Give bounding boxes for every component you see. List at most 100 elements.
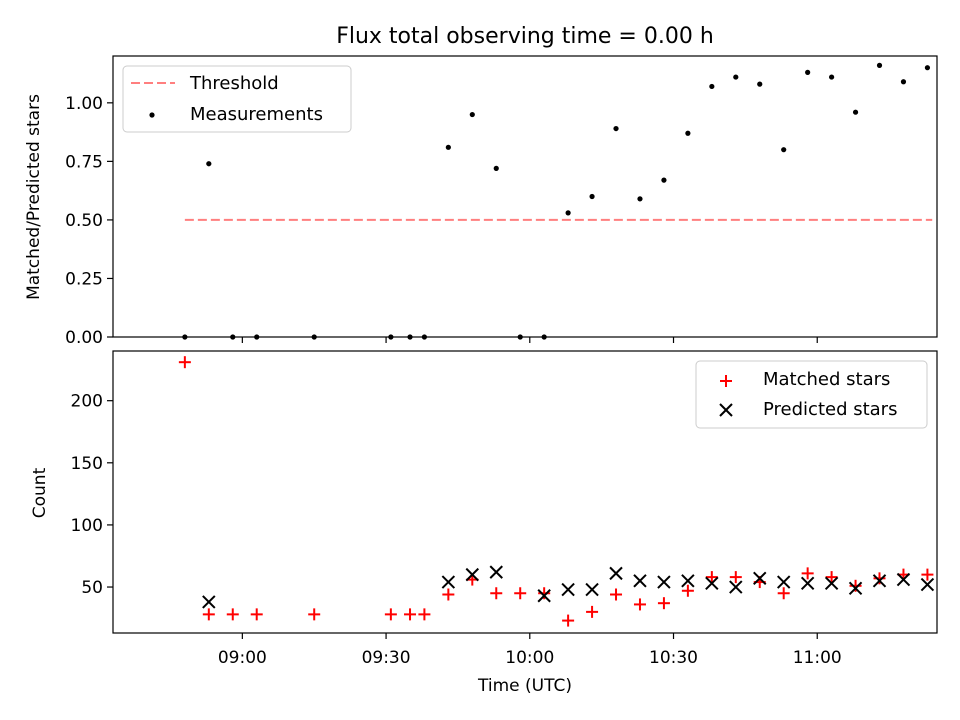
legend-predicted-label: Predicted stars — [763, 399, 897, 420]
x-tick-label: 09:30 — [362, 648, 411, 668]
measurement-point — [589, 193, 595, 200]
predicted-star-point — [537, 589, 551, 603]
matched-star-point — [729, 571, 742, 584]
measurement-point — [709, 83, 715, 90]
x-axis-label: Time (UTC) — [477, 676, 572, 696]
predicted-star-point — [824, 576, 839, 591]
legend-measurements-label: Measurements — [190, 104, 323, 125]
bottom-x-ticks: 09:00 09:30 10:00 10:30 11:00 — [218, 633, 842, 668]
matched-star-point — [705, 571, 718, 584]
top-panel: 0.00 0.25 0.50 0.75 1.00 Matched/Predicted s… — [24, 55, 938, 348]
matched-star-point — [308, 608, 321, 621]
matched-star-point — [849, 579, 862, 592]
x-tick-label: 11:00 — [793, 648, 842, 668]
predicted-star-point — [681, 574, 695, 588]
predicted-star-point — [872, 574, 887, 588]
predicted-star-point — [776, 575, 791, 589]
legend-matched-swatch — [720, 375, 732, 387]
bottom-panel: 50 100 150 200 09:00 09:30 10:00 10:30 11:00 Co… — [30, 350, 938, 696]
bottom-y-tick-label: 150 — [71, 454, 103, 474]
x-tick-label: 10:00 — [505, 648, 554, 668]
measurement-point — [876, 62, 883, 68]
predicted-star-point — [896, 572, 911, 587]
matched-star-point — [404, 608, 417, 621]
measurement-point — [469, 111, 475, 118]
matched-star-point — [633, 598, 646, 611]
top-y-tick-label: 1.00 — [65, 94, 103, 114]
predicted-star-point — [800, 576, 815, 591]
top-axes-frame — [112, 55, 938, 338]
bottom-y-tick-label: 200 — [71, 392, 103, 412]
bottom-y-axis-label: Count — [30, 467, 50, 518]
top-y-tick-label: 0.50 — [65, 211, 103, 231]
legend-predicted-swatch — [719, 403, 733, 417]
measurement-point — [829, 74, 835, 80]
measurement-point — [565, 210, 571, 216]
measurement-point — [637, 196, 643, 202]
bottom-legend: Matched stars Predicted stars — [695, 360, 928, 429]
matched-star-point — [514, 587, 527, 600]
legend-measurements-swatch — [149, 112, 155, 118]
chart-title: Flux total observing time = 0.00 h — [336, 24, 714, 49]
top-y-tick-label: 0.00 — [65, 328, 103, 348]
matched-star-point — [418, 608, 431, 621]
predicted-star-point — [441, 575, 456, 589]
matched-star-point — [825, 571, 838, 584]
measurement-point — [733, 74, 739, 80]
top-y-ticks: 0.00 0.25 0.50 0.75 1.00 — [65, 94, 113, 348]
measurement-point — [805, 69, 811, 75]
measurement-point — [206, 161, 212, 167]
top-y-tick-label: 0.75 — [65, 152, 103, 172]
measurement-point — [924, 65, 931, 71]
matched-star-point — [562, 614, 575, 627]
measurement-point — [613, 125, 619, 132]
matched-star-point — [250, 608, 263, 621]
predicted-star-point — [657, 575, 671, 589]
predicted-star-point — [705, 576, 719, 591]
x-tick-label: 10:30 — [649, 648, 698, 668]
matched-star-point — [178, 356, 191, 369]
matched-star-point — [777, 587, 790, 600]
predicted-star-point — [729, 580, 743, 594]
top-y-axis-label: Matched/Predicted stars — [24, 94, 44, 300]
matched-star-point — [586, 605, 599, 618]
measurement-point — [781, 147, 787, 153]
matched-star-point — [202, 608, 215, 621]
matched-star-point — [610, 588, 623, 601]
predicted-star-point — [489, 565, 503, 579]
top-x-ticks — [241, 337, 818, 343]
bottom-y-tick-label: 50 — [81, 578, 103, 598]
measurement-point — [445, 144, 451, 150]
matched-star-point — [873, 572, 886, 585]
matched-star-point — [538, 587, 551, 600]
predicted-star-point — [848, 581, 863, 595]
legend-matched-label: Matched stars — [763, 369, 890, 390]
matched-star-point — [226, 608, 239, 621]
top-y-tick-label: 0.25 — [65, 269, 103, 289]
matched-star-point — [442, 588, 455, 601]
matched-star-point — [801, 567, 814, 580]
matched-star-point — [657, 597, 670, 610]
matched-star-point — [490, 587, 503, 600]
predicted-star-point — [561, 582, 575, 597]
predicted-star-point — [753, 571, 767, 586]
predicted-star-point — [609, 566, 623, 581]
predicted-star-point — [920, 577, 935, 592]
predicted-star-point — [465, 567, 480, 582]
legend-threshold-label: Threshold — [189, 73, 279, 94]
top-marks — [182, 62, 933, 340]
matched-star-point — [681, 584, 694, 597]
matched-star-point — [384, 608, 397, 621]
predicted-star-point — [633, 574, 647, 588]
predicted-star-point — [202, 595, 216, 609]
predicted-star-point — [585, 582, 599, 597]
measurement-point — [852, 109, 859, 115]
measurement-point — [900, 79, 907, 85]
measurement-point — [685, 130, 691, 136]
bottom-y-ticks: 50 100 150 200 — [71, 392, 113, 598]
bottom-axes-frame — [112, 350, 938, 634]
matched-star-point — [921, 568, 934, 581]
measurement-point — [661, 177, 667, 183]
bottom-marks — [178, 356, 935, 627]
